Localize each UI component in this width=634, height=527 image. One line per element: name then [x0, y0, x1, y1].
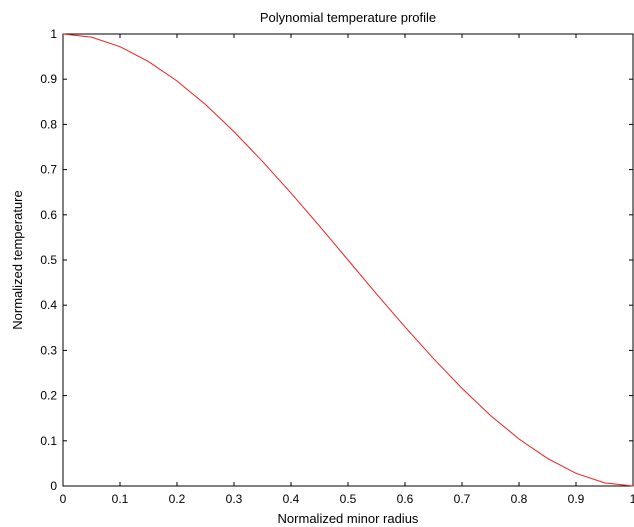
chart-title: Polynomial temperature profile	[260, 10, 436, 25]
x-tick-label: 0.4	[283, 492, 300, 506]
y-tick-label: 0.2	[40, 389, 57, 403]
y-tick-label: 0.4	[40, 298, 57, 312]
y-tick-label: 0.9	[40, 72, 57, 86]
y-tick-label: 0.8	[40, 117, 57, 131]
y-tick-label: 0.5	[40, 253, 57, 267]
x-tick-labels: 0 0.1 0.2 0.3 0.4 0.5 0.6 0.7 0.8 0.9 1	[60, 492, 634, 506]
x-tick-label: 0	[60, 492, 67, 506]
x-tick-label: 0.9	[568, 492, 585, 506]
x-axis-title: Normalized minor radius	[278, 511, 419, 526]
y-tick-label: 0.1	[40, 434, 57, 448]
y-tick-label: 0.7	[40, 163, 57, 177]
x-tick-label: 0.8	[511, 492, 528, 506]
y-tick-label: 0.3	[40, 343, 57, 357]
y-tick-label: 1	[50, 27, 57, 41]
y-tick-label: 0	[50, 479, 57, 493]
y-tick-label: 0.6	[40, 208, 57, 222]
x-tick-label: 0.7	[454, 492, 471, 506]
x-tick-label: 0.3	[226, 492, 243, 506]
y-tick-labels: 0 0.1 0.2 0.3 0.4 0.5 0.6 0.7 0.8 0.9 1	[40, 27, 57, 493]
x-tick-label: 0.2	[169, 492, 186, 506]
x-tick-label: 0.1	[112, 492, 129, 506]
x-tick-label: 0.5	[340, 492, 357, 506]
y-axis-title: Normalized temperature	[10, 190, 25, 329]
x-tick-label: 1	[630, 492, 634, 506]
x-tick-label: 0.6	[397, 492, 414, 506]
series-line	[62, 33, 634, 487]
